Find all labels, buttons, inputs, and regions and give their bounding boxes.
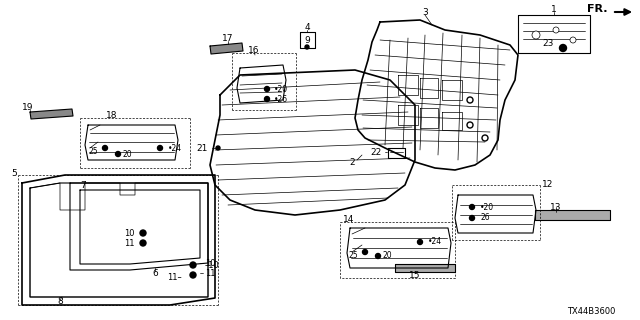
Circle shape — [216, 146, 220, 150]
Text: •20: •20 — [274, 84, 288, 93]
Circle shape — [102, 146, 108, 150]
Text: 22: 22 — [371, 148, 382, 156]
Text: 8: 8 — [57, 298, 63, 307]
Text: 13: 13 — [550, 204, 562, 212]
Circle shape — [264, 86, 269, 92]
Circle shape — [467, 122, 473, 128]
Polygon shape — [210, 43, 243, 54]
Circle shape — [157, 146, 163, 150]
Text: 4: 4 — [304, 22, 310, 31]
Text: •20: •20 — [480, 203, 494, 212]
Text: 26: 26 — [480, 213, 490, 222]
Circle shape — [376, 253, 381, 259]
Circle shape — [482, 135, 488, 141]
Text: 11–: 11– — [167, 274, 182, 283]
Circle shape — [553, 27, 559, 33]
Text: •24: •24 — [428, 237, 442, 246]
Text: 14: 14 — [343, 215, 355, 225]
Text: 12: 12 — [542, 180, 554, 188]
Circle shape — [570, 37, 576, 43]
Text: 5: 5 — [11, 169, 17, 178]
Text: 10: 10 — [125, 228, 135, 237]
Text: 9: 9 — [304, 36, 310, 44]
Circle shape — [532, 31, 540, 39]
Text: 19: 19 — [22, 102, 33, 111]
Text: 20: 20 — [382, 252, 392, 260]
Text: 23: 23 — [543, 38, 554, 47]
Text: •24: •24 — [168, 143, 182, 153]
Text: 6: 6 — [152, 268, 158, 277]
Text: 11: 11 — [205, 268, 216, 277]
Circle shape — [417, 239, 422, 244]
Text: –10: –10 — [205, 260, 220, 269]
Circle shape — [140, 230, 146, 236]
Circle shape — [190, 262, 196, 268]
Text: 17: 17 — [222, 34, 234, 43]
Text: FR.: FR. — [588, 4, 608, 14]
Text: 15: 15 — [409, 270, 420, 279]
Text: 21: 21 — [196, 143, 208, 153]
Text: 25: 25 — [88, 147, 98, 156]
Text: 7: 7 — [80, 180, 86, 189]
Circle shape — [264, 97, 269, 101]
Text: TX44B3600: TX44B3600 — [566, 308, 615, 316]
Text: 1: 1 — [551, 4, 557, 13]
Circle shape — [467, 97, 473, 103]
Polygon shape — [395, 264, 455, 272]
Circle shape — [470, 215, 474, 220]
Text: 11: 11 — [125, 238, 135, 247]
Circle shape — [559, 44, 566, 52]
Text: 10: 10 — [205, 259, 216, 268]
Circle shape — [305, 45, 309, 49]
Text: 3: 3 — [422, 7, 428, 17]
Circle shape — [470, 204, 474, 210]
Polygon shape — [30, 109, 73, 119]
Text: •26: •26 — [274, 94, 288, 103]
Circle shape — [115, 151, 120, 156]
Circle shape — [362, 250, 367, 254]
Text: 16: 16 — [248, 45, 260, 54]
Circle shape — [140, 240, 146, 246]
Polygon shape — [535, 210, 610, 220]
Text: 20: 20 — [122, 149, 132, 158]
Circle shape — [190, 272, 196, 278]
Text: 25: 25 — [348, 251, 358, 260]
Text: 2: 2 — [349, 157, 355, 166]
Text: 18: 18 — [106, 110, 118, 119]
